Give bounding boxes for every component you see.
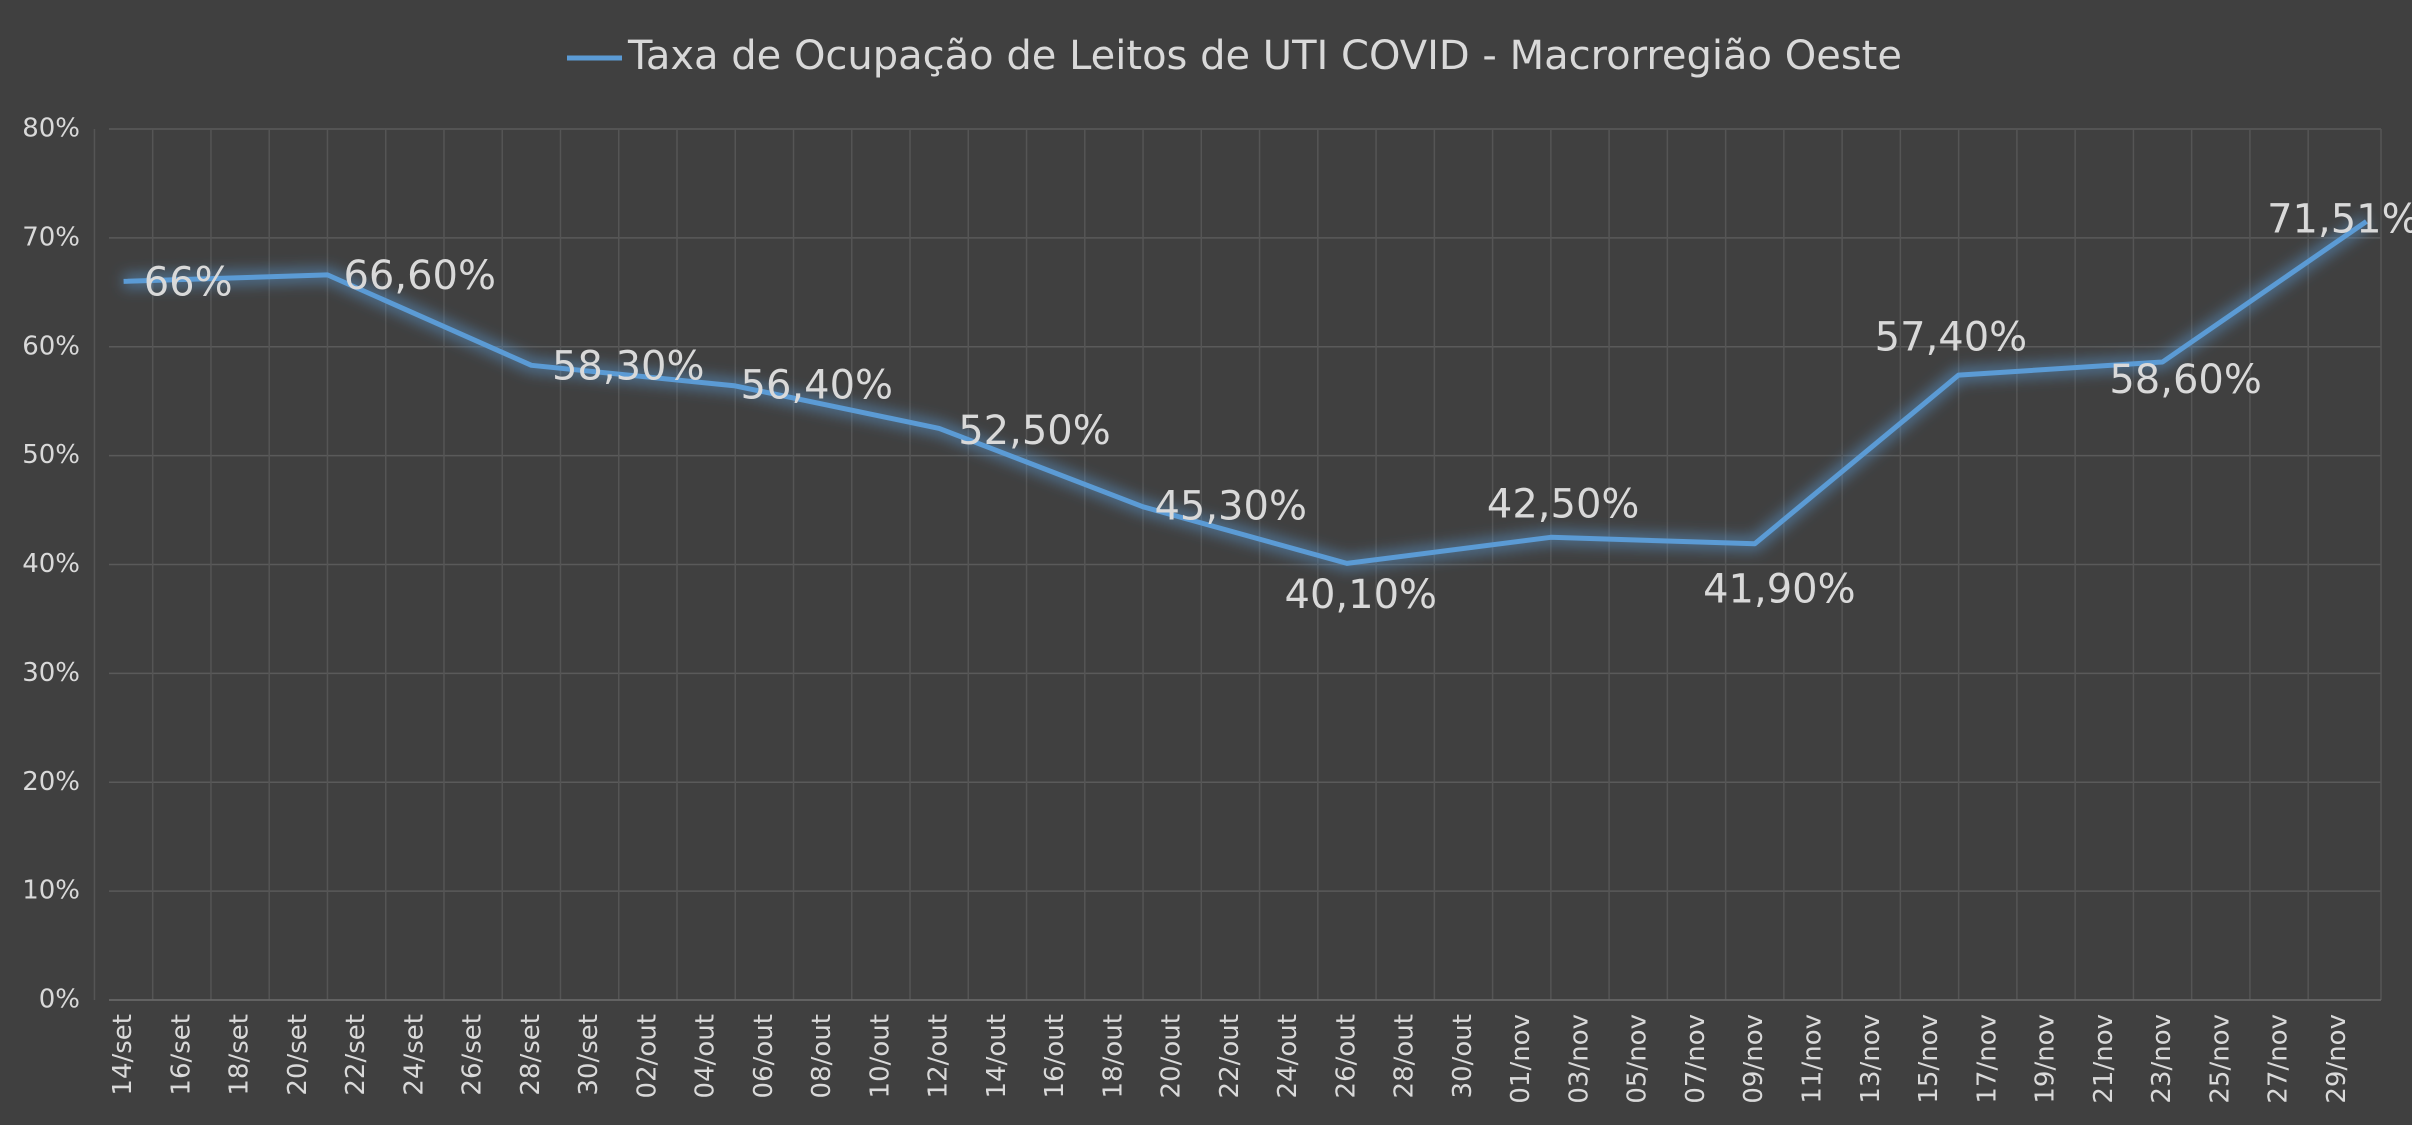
y-tick-label: 20%: [22, 767, 80, 797]
x-tick-label: 30/out: [1448, 1014, 1478, 1098]
data-label: 57,40%: [1875, 315, 2028, 361]
x-tick-label: 22/set: [341, 1014, 371, 1096]
y-tick-label: 60%: [22, 331, 80, 361]
y-tick-label: 40%: [22, 549, 80, 579]
y-tick-label: 30%: [22, 658, 80, 688]
x-tick-label: 27/nov: [2264, 1014, 2294, 1104]
x-tick-label: 16/set: [166, 1014, 196, 1096]
x-tick-label: 28/set: [516, 1014, 546, 1096]
data-label: 40,10%: [1285, 572, 1438, 618]
x-tick-label: 02/out: [632, 1014, 662, 1098]
x-tick-label: 07/nov: [1681, 1014, 1711, 1104]
x-tick-label: 26/out: [1331, 1014, 1361, 1098]
x-tick-label: 09/nov: [1739, 1014, 1769, 1104]
x-tick-label: 13/nov: [1856, 1014, 1886, 1104]
data-label: 42,50%: [1487, 482, 1640, 528]
x-tick-label: 06/out: [749, 1014, 779, 1098]
x-tick-label: 19/nov: [2031, 1014, 2061, 1104]
x-tick-label: 14/set: [108, 1014, 138, 1096]
x-tick-label: 18/out: [1098, 1014, 1128, 1098]
legend-label: Taxa de Ocupação de Leitos de UTI COVID …: [627, 33, 1902, 79]
data-label: 71,51%: [2267, 196, 2412, 242]
x-tick-label: 08/out: [807, 1014, 837, 1098]
x-tick-label: 21/nov: [2089, 1014, 2119, 1104]
x-tick-label: 30/set: [574, 1014, 604, 1096]
x-tick-label: 23/nov: [2147, 1014, 2177, 1104]
x-tick-label: 24/set: [399, 1014, 429, 1096]
data-label: 58,30%: [552, 343, 705, 389]
x-tick-label: 10/out: [865, 1014, 895, 1098]
x-tick-label: 26/set: [458, 1014, 488, 1096]
data-label: 66%: [144, 260, 233, 306]
data-label: 66,60%: [343, 253, 496, 299]
data-label: 41,90%: [1703, 566, 1856, 612]
x-tick-label: 12/out: [924, 1014, 954, 1098]
x-tick-label: 20/set: [283, 1014, 313, 1096]
x-tick-label: 17/nov: [1972, 1014, 2002, 1104]
x-tick-label: 14/out: [982, 1014, 1012, 1098]
y-tick-label: 10%: [22, 876, 80, 906]
x-tick-label: 11/nov: [1798, 1014, 1828, 1104]
x-tick-label: 04/out: [691, 1014, 721, 1098]
x-tick-label: 24/out: [1273, 1014, 1303, 1098]
x-tick-label: 03/nov: [1564, 1014, 1594, 1104]
y-tick-label: 0%: [39, 985, 80, 1015]
y-tick-label: 70%: [22, 222, 80, 252]
x-tick-label: 15/nov: [1914, 1014, 1944, 1104]
data-label: 52,50%: [958, 408, 1111, 454]
series-line: [123, 219, 2368, 566]
data-label: 58,60%: [2109, 357, 2262, 403]
data-label: 45,30%: [1154, 483, 1307, 529]
x-tick-label: 28/out: [1390, 1014, 1420, 1098]
x-tick-label: 01/nov: [1506, 1014, 1536, 1104]
x-tick-label: 20/out: [1157, 1014, 1187, 1098]
x-tick-label: 22/out: [1215, 1014, 1245, 1098]
data-label: 56,40%: [741, 362, 894, 408]
x-tick-label: 05/nov: [1623, 1014, 1653, 1104]
y-tick-label: 50%: [22, 440, 80, 470]
x-tick-label: 16/out: [1040, 1014, 1070, 1098]
x-tick-label: 29/nov: [2322, 1014, 2352, 1104]
x-tick-label: 25/nov: [2205, 1014, 2235, 1104]
y-tick-label: 80%: [22, 114, 80, 144]
x-tick-label: 18/set: [225, 1014, 255, 1096]
